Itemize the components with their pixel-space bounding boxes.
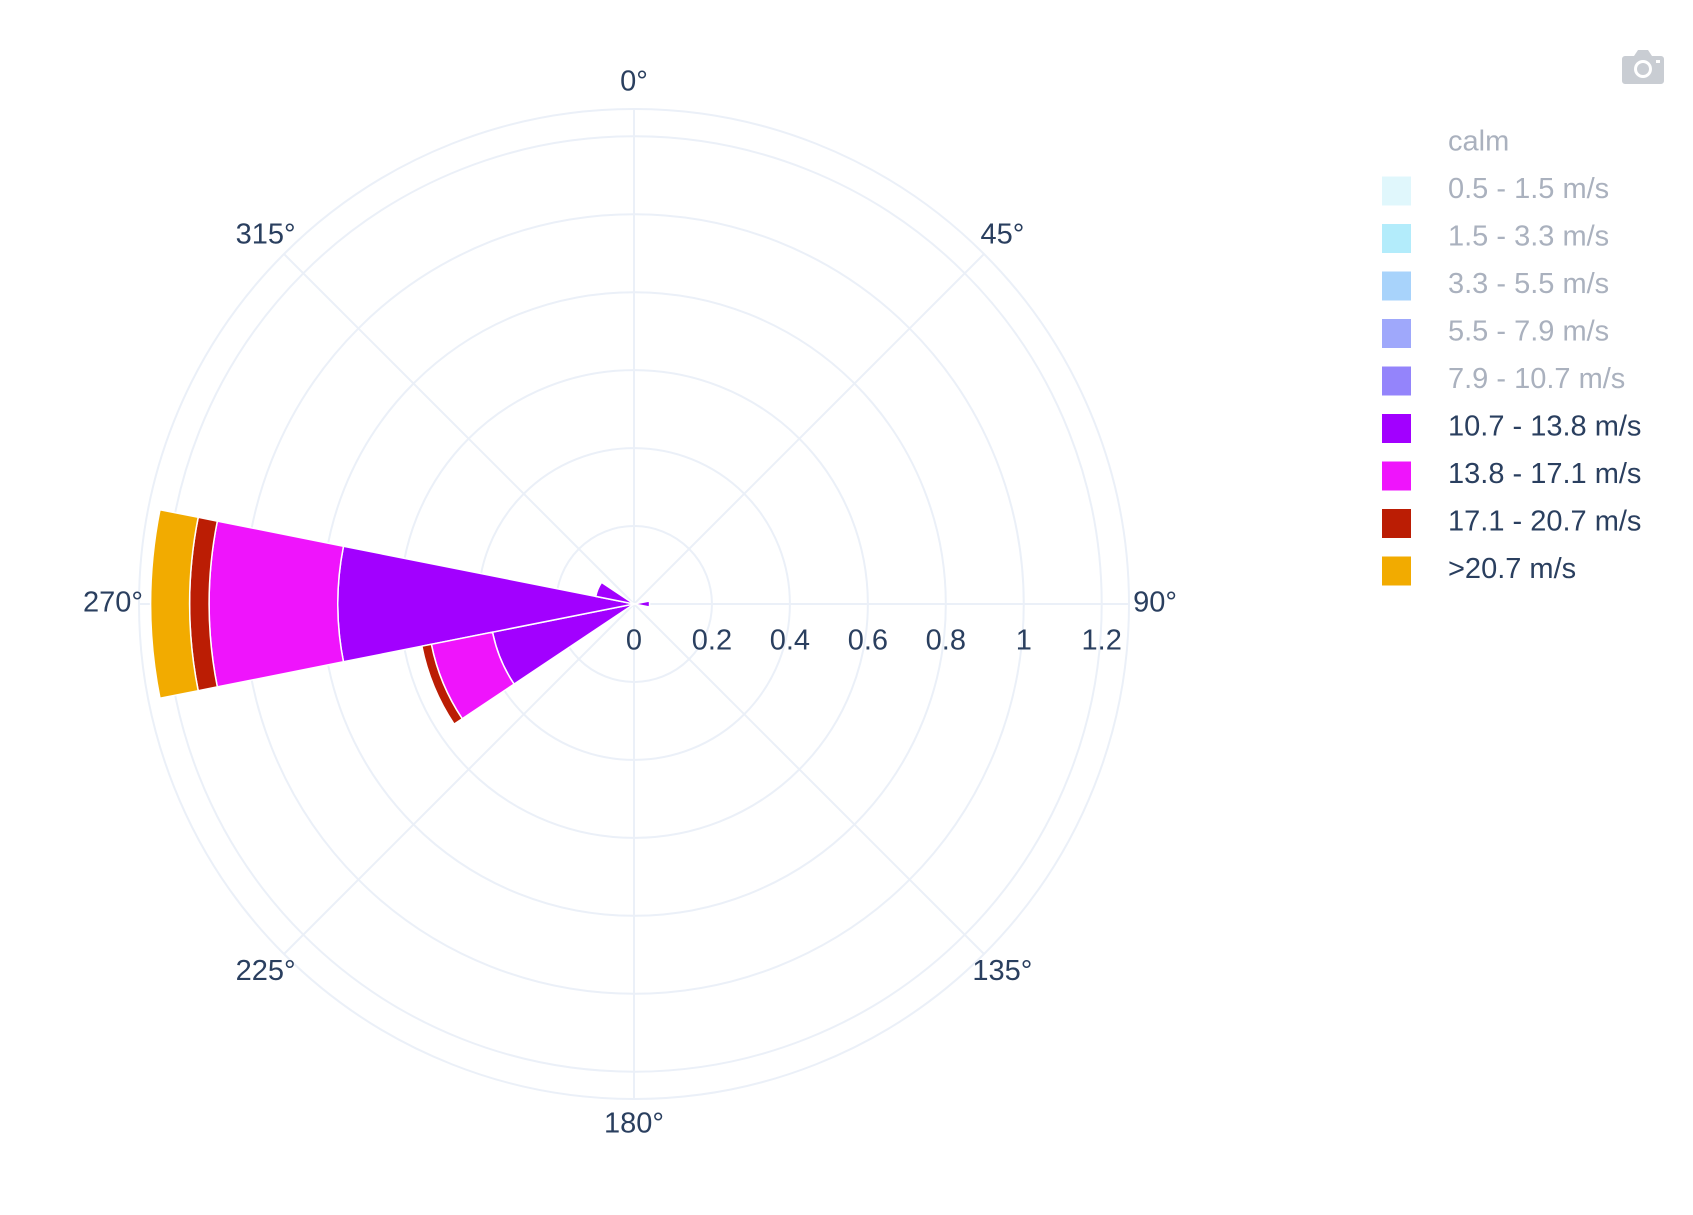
angular-gridline (283, 603, 635, 955)
angular-tick-label: 0° (620, 66, 648, 98)
legend-item[interactable]: 3.3 - 5.5 m/s (1382, 268, 1609, 301)
polar-bars[interactable] (150, 508, 651, 726)
angular-tick-label: 315° (236, 218, 296, 250)
angular-tick-label: 225° (236, 955, 296, 987)
angular-gridline (633, 253, 985, 605)
legend-item[interactable]: 1.5 - 3.3 m/s (1382, 221, 1609, 253)
camera-icon[interactable] (1621, 46, 1665, 86)
legend-swatch (1382, 556, 1411, 586)
wind-bar[interactable] (594, 581, 635, 605)
legend-swatch (1382, 271, 1411, 301)
wind-bar[interactable] (150, 508, 200, 700)
angular-tick-label: 45° (980, 218, 1024, 250)
radial-tick-label: 0.4 (770, 625, 810, 657)
legend-swatch (1382, 414, 1411, 443)
legend-item[interactable]: calm (1448, 126, 1509, 158)
angular-tick-label: 90° (1133, 587, 1177, 619)
legend-label: 10.7 - 13.8 m/s (1448, 411, 1641, 443)
legend-item[interactable]: >20.7 m/s (1382, 553, 1576, 586)
angular-tick-label: 135° (972, 955, 1032, 987)
radial-tick-label: 1 (1016, 625, 1032, 657)
radial-tick-label: 0.2 (692, 625, 732, 657)
legend-swatch (1382, 176, 1411, 206)
radial-tick-label: 0.8 (926, 625, 966, 657)
angular-tick-label: 270° (83, 587, 143, 619)
legend-item[interactable]: 0.5 - 1.5 m/s (1382, 173, 1609, 206)
radial-tick-label: 0.6 (848, 625, 888, 657)
wind-bar[interactable] (208, 520, 345, 688)
legend-swatch (1382, 366, 1411, 396)
legend-item[interactable]: 10.7 - 13.8 m/s (1382, 411, 1641, 443)
radial-tick-label: 0 (626, 625, 642, 657)
legend-item[interactable]: 7.9 - 10.7 m/s (1382, 363, 1625, 396)
legend-item[interactable]: 13.8 - 17.1 m/s (1382, 458, 1641, 491)
legend-label: >20.7 m/s (1448, 553, 1576, 585)
legend[interactable]: calm 0.5 - 1.5 m/s 1.5 - 3.3 m/s 3.3 - 5.5 … (1382, 126, 1641, 586)
legend-label: 1.5 - 3.3 m/s (1448, 221, 1609, 253)
legend-item[interactable]: 17.1 - 20.7 m/s (1382, 506, 1641, 538)
legend-label: 7.9 - 10.7 m/s (1448, 363, 1625, 395)
legend-swatch (1382, 224, 1411, 253)
angular-tick-label: 180° (604, 1108, 664, 1140)
legend-label: 5.5 - 7.9 m/s (1448, 316, 1609, 348)
wind-bar[interactable] (633, 600, 651, 608)
legend-label: calm (1448, 126, 1509, 158)
legend-swatch (1382, 319, 1411, 348)
legend-swatch (1382, 461, 1411, 491)
legend-label: 0.5 - 1.5 m/s (1448, 173, 1609, 205)
wind-bar[interactable] (420, 643, 464, 726)
legend-item[interactable]: 5.5 - 7.9 m/s (1382, 316, 1609, 348)
angular-gridline (633, 603, 985, 955)
legend-label: 17.1 - 20.7 m/s (1448, 506, 1641, 538)
radial-tick-label: 1.2 (1082, 625, 1122, 657)
legend-label: 3.3 - 5.5 m/s (1448, 268, 1609, 300)
legend-swatch (1382, 509, 1411, 538)
legend-label: 13.8 - 17.1 m/s (1448, 458, 1641, 490)
polar-axis-labels: 0° 45° 90° 135° 180° 225° 270° 315° 0 0.2 0.4 0.6 0.… (83, 66, 1177, 1140)
angular-gridline (283, 253, 635, 605)
